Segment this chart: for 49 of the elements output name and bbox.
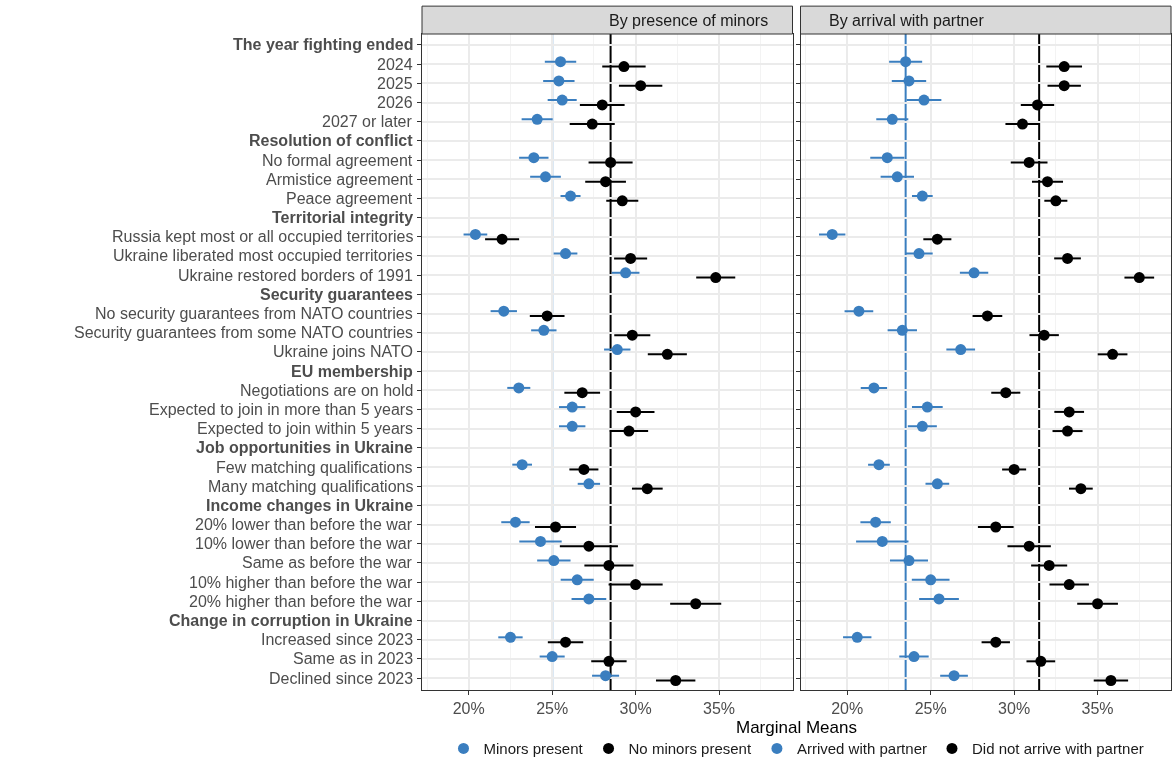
y-tick-label: Ukraine joins NATO <box>273 343 413 360</box>
x-tick-label: 25% <box>914 700 947 718</box>
y-tick-label: Ukraine restored borders of 1991 <box>178 267 413 284</box>
y-tick-label: Declined since 2023 <box>269 670 414 687</box>
y-tick-label: 2027 or later <box>322 113 413 130</box>
x-tick-label: 20% <box>831 700 864 718</box>
y-tick-label: 2024 <box>377 56 413 73</box>
x-tick-label: 30% <box>619 700 652 718</box>
y-tick-label: 20% lower than before the war <box>195 516 413 533</box>
y-tick-label: 2025 <box>377 75 413 92</box>
y-tick-label: Same as in 2023 <box>293 650 414 667</box>
y-tick-label: Change in corruption in Ukraine <box>169 612 413 629</box>
y-tick-label: Security guarantees <box>260 286 414 303</box>
y-tick-label: Resolution of conflict <box>249 132 414 149</box>
x-tick-label: 30% <box>998 700 1031 718</box>
y-tick-label: The year fighting ended <box>233 36 414 53</box>
chart-title: By presence of minors <box>609 12 769 29</box>
y-tick-label: No formal agreement <box>262 152 413 169</box>
y-tick-label: Few matching qualifications <box>216 459 413 476</box>
y-tick-label: 10% higher than before the war <box>189 574 413 591</box>
y-tick-label: Expected to join in more than 5 years <box>149 401 414 418</box>
y-tick-label: Many matching qualifications <box>208 478 414 495</box>
y-tick-label: Same as before the war <box>242 554 413 571</box>
legend-label: Minors present <box>483 740 584 758</box>
legend-label: Did not arrive with partner <box>971 740 1144 758</box>
x-axis-title: Marginal Means <box>736 718 857 737</box>
y-tick-label: Expected to join within 5 years <box>197 420 414 437</box>
x-tick-label: 25% <box>536 700 569 718</box>
y-tick-label: Russia kept most or all occupied territories <box>112 228 414 245</box>
x-tick-label: 20% <box>452 700 485 718</box>
legend-label: No minors present <box>628 740 752 758</box>
x-tick-label: 35% <box>1081 700 1114 718</box>
y-tick-label: 20% higher than before the war <box>189 593 413 610</box>
y-tick-label: 10% lower than before the war <box>195 535 413 552</box>
y-tick-label: Armistice agreement <box>266 171 414 188</box>
chart-title: By arrival with partner <box>829 12 985 29</box>
y-tick-label: Peace agreement <box>286 190 413 207</box>
y-tick-label: Negotiations are on hold <box>240 382 414 399</box>
y-tick-label: Security guarantees from some NATO countries <box>74 324 414 341</box>
y-tick-label: No security guarantees from NATO countries <box>95 305 413 322</box>
legend-label: Arrived with partner <box>796 740 927 758</box>
y-tick-label: EU membership <box>291 363 414 380</box>
y-tick-label: Ukraine liberated most occupied territories <box>113 247 413 264</box>
y-tick-label: Territorial integrity <box>272 209 414 226</box>
y-tick-label: Increased since 2023 <box>261 631 414 648</box>
y-tick-label: Job opportunities in Ukraine <box>196 439 414 456</box>
y-tick-label: 2026 <box>377 94 413 111</box>
y-tick-label: Income changes in Ukraine <box>206 497 414 514</box>
x-tick-label: 35% <box>703 700 736 718</box>
